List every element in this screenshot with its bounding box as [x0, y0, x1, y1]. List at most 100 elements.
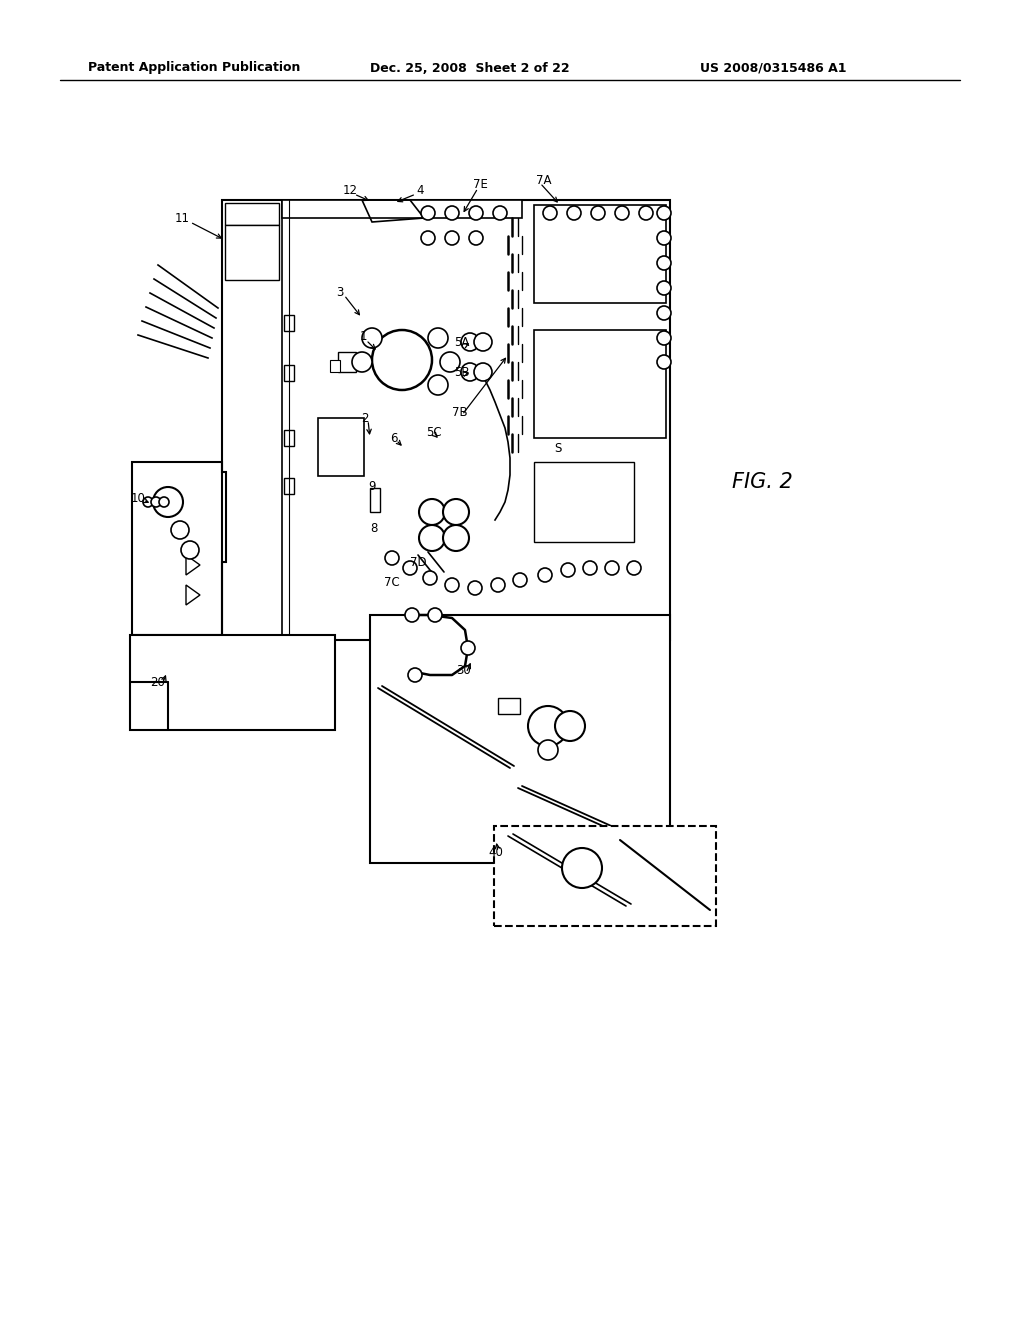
Text: 10: 10 — [131, 491, 145, 504]
Circle shape — [657, 281, 671, 294]
Text: 5C: 5C — [426, 425, 441, 438]
Text: 2: 2 — [361, 412, 369, 425]
Circle shape — [543, 206, 557, 220]
Circle shape — [657, 256, 671, 271]
Bar — [225, 203, 279, 224]
Bar — [534, 330, 666, 438]
Circle shape — [362, 327, 382, 348]
Circle shape — [445, 206, 459, 220]
Circle shape — [428, 375, 449, 395]
Bar — [130, 635, 335, 730]
Circle shape — [639, 206, 653, 220]
Text: 5B: 5B — [455, 366, 470, 379]
Bar — [225, 224, 279, 280]
Circle shape — [562, 847, 602, 888]
Bar — [370, 615, 670, 863]
Text: 20: 20 — [151, 676, 166, 689]
Text: 4: 4 — [416, 183, 424, 197]
Circle shape — [567, 206, 581, 220]
Text: 12: 12 — [342, 185, 357, 198]
Circle shape — [159, 498, 169, 507]
Bar — [330, 360, 340, 372]
Circle shape — [461, 333, 479, 351]
Circle shape — [657, 331, 671, 345]
Circle shape — [385, 550, 399, 565]
Bar — [284, 478, 294, 494]
Circle shape — [461, 363, 479, 381]
Text: 40: 40 — [488, 846, 504, 858]
Circle shape — [403, 561, 417, 576]
Circle shape — [408, 668, 422, 682]
Circle shape — [423, 572, 437, 585]
Circle shape — [490, 578, 505, 591]
Bar — [282, 201, 522, 218]
Circle shape — [445, 578, 459, 591]
Circle shape — [538, 568, 552, 582]
Circle shape — [440, 352, 460, 372]
Circle shape — [555, 711, 585, 741]
Circle shape — [469, 206, 483, 220]
Text: Dec. 25, 2008  Sheet 2 of 22: Dec. 25, 2008 Sheet 2 of 22 — [370, 62, 569, 74]
Bar — [284, 430, 294, 446]
Circle shape — [657, 231, 671, 246]
Bar — [284, 366, 294, 381]
Text: 6: 6 — [390, 432, 397, 445]
Circle shape — [419, 499, 445, 525]
Circle shape — [538, 741, 558, 760]
Bar — [222, 201, 670, 640]
Bar — [534, 205, 666, 304]
Text: 7B: 7B — [453, 407, 468, 420]
Circle shape — [445, 231, 459, 246]
Circle shape — [181, 541, 199, 558]
Circle shape — [372, 330, 432, 389]
Circle shape — [605, 561, 618, 576]
Circle shape — [615, 206, 629, 220]
Circle shape — [657, 206, 671, 220]
Bar — [534, 462, 634, 543]
Text: 11: 11 — [174, 211, 189, 224]
Text: 9: 9 — [369, 479, 376, 492]
Circle shape — [171, 521, 189, 539]
Circle shape — [561, 564, 575, 577]
Text: 30: 30 — [457, 664, 471, 677]
Text: 5A: 5A — [455, 337, 470, 350]
Circle shape — [474, 363, 492, 381]
Circle shape — [419, 525, 445, 550]
Text: 7C: 7C — [384, 576, 400, 589]
Bar — [338, 352, 356, 372]
Circle shape — [493, 206, 507, 220]
Circle shape — [443, 499, 469, 525]
Bar — [498, 698, 520, 714]
Circle shape — [151, 498, 161, 507]
Text: 7E: 7E — [472, 178, 487, 191]
Text: S: S — [554, 441, 562, 454]
Bar — [318, 418, 364, 477]
Text: US 2008/0315486 A1: US 2008/0315486 A1 — [700, 62, 847, 74]
Text: 8: 8 — [371, 521, 378, 535]
Text: Patent Application Publication: Patent Application Publication — [88, 62, 300, 74]
Circle shape — [443, 525, 469, 550]
Circle shape — [513, 573, 527, 587]
Text: 1: 1 — [359, 330, 367, 343]
Circle shape — [143, 498, 153, 507]
Circle shape — [421, 206, 435, 220]
Circle shape — [528, 706, 568, 746]
Circle shape — [428, 609, 442, 622]
Circle shape — [428, 327, 449, 348]
Circle shape — [352, 352, 372, 372]
Circle shape — [583, 561, 597, 576]
Bar — [284, 315, 294, 331]
Circle shape — [461, 642, 475, 655]
Circle shape — [627, 561, 641, 576]
Bar — [370, 488, 380, 512]
Circle shape — [591, 206, 605, 220]
Circle shape — [657, 306, 671, 319]
Text: 7D: 7D — [410, 557, 426, 569]
Text: 7A: 7A — [537, 173, 552, 186]
Circle shape — [421, 231, 435, 246]
Circle shape — [406, 609, 419, 622]
Circle shape — [474, 333, 492, 351]
Circle shape — [657, 355, 671, 370]
Text: FIG. 2: FIG. 2 — [731, 473, 793, 492]
Circle shape — [469, 231, 483, 246]
